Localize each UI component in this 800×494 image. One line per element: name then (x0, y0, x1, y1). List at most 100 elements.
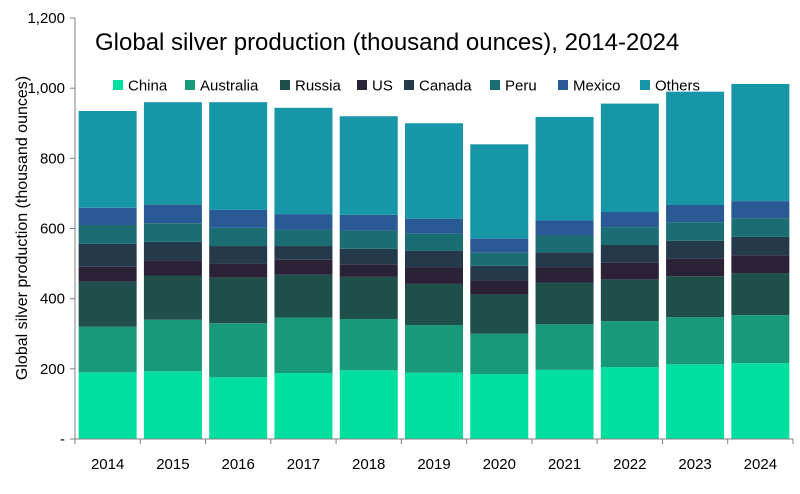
bar-segment-mexico-2021 (535, 220, 594, 236)
bar-segment-peru-2018 (339, 230, 398, 249)
bar-segment-canada-2018 (339, 248, 398, 265)
bar-segment-peru-2022 (600, 227, 659, 245)
x-tick-label: 2019 (417, 456, 450, 473)
bar-segment-mexico-2018 (339, 214, 398, 231)
legend-label-china: China (128, 78, 168, 95)
bar-segment-russia-2021 (535, 282, 594, 325)
bar-segment-peru-2020 (470, 252, 529, 266)
bar-segment-canada-2020 (470, 265, 529, 281)
legend-swatch-china (113, 80, 123, 90)
legend-label-russia: Russia (295, 78, 342, 95)
bar-segment-china-2021 (535, 369, 594, 439)
bars-layer (78, 83, 790, 439)
x-tick-label: 2024 (744, 456, 777, 473)
bar-segment-mexico-2019 (405, 218, 463, 234)
bar-segment-china-2023 (666, 364, 725, 439)
bar-segment-russia-2019 (405, 283, 463, 325)
x-tick-label: 2015 (156, 456, 189, 473)
bar-segment-others-2023 (666, 91, 725, 205)
bar-segment-canada-2022 (600, 244, 659, 263)
bar-segment-china-2024 (731, 363, 790, 439)
legend-swatch-australia (185, 80, 195, 90)
bar-segment-peru-2016 (209, 227, 268, 247)
legend-swatch-us (357, 80, 367, 90)
bar-segment-russia-2022 (600, 279, 659, 322)
bar-segment-china-2020 (470, 374, 529, 439)
bar-segment-us-2015 (143, 260, 202, 276)
y-axis-title: Global silver production (thousand ounce… (14, 76, 31, 380)
x-tick-label: 2023 (678, 456, 711, 473)
legend-swatch-canada (404, 80, 414, 90)
bar-segment-us-2020 (470, 280, 529, 295)
legend-label-others: Others (655, 78, 700, 95)
bar-segment-canada-2014 (78, 243, 137, 267)
legend-swatch-russia (280, 80, 290, 90)
x-tick-label: 2021 (548, 456, 581, 473)
x-tick-label: 2020 (483, 456, 516, 473)
bar-segment-canada-2016 (209, 246, 268, 264)
bar-segment-canada-2015 (143, 241, 202, 261)
bar-segment-russia-2023 (666, 276, 725, 318)
legend-swatch-peru (490, 80, 500, 90)
y-tick-label: 800 (40, 150, 65, 167)
y-tick-label: 200 (40, 361, 65, 378)
bar-segment-others-2017 (274, 107, 333, 215)
bar-segment-others-2022 (600, 103, 659, 213)
bar-segment-australia-2018 (339, 319, 398, 371)
bar-segment-russia-2017 (274, 274, 333, 318)
bar-segment-mexico-2016 (209, 209, 268, 228)
y-tick-label: - (60, 431, 65, 448)
legend-swatch-others (640, 80, 650, 90)
bar-segment-peru-2023 (666, 222, 725, 241)
bar-segment-australia-2024 (731, 315, 790, 364)
axes-layer: - 200 400 600 800 1,000 1,200 2014 2015 2016 2017 2… (27, 10, 794, 473)
legend-label-peru: Peru (505, 78, 537, 95)
bar-segment-mexico-2017 (274, 214, 333, 230)
bar-segment-mexico-2022 (600, 212, 659, 228)
bar-segment-others-2018 (339, 116, 398, 215)
bar-segment-us-2014 (78, 266, 137, 282)
bar-segment-mexico-2023 (666, 204, 725, 223)
x-tick-label: 2016 (221, 456, 254, 473)
bar-segment-australia-2021 (535, 324, 594, 370)
y-tick-label: 400 (40, 291, 65, 308)
bar-segment-others-2021 (535, 116, 594, 221)
bar-segment-peru-2024 (731, 218, 790, 237)
bar-segment-us-2018 (339, 264, 398, 277)
bar-segment-others-2020 (470, 144, 529, 239)
bar-segment-others-2014 (78, 110, 137, 208)
bar-segment-peru-2015 (143, 223, 202, 242)
bar-segment-australia-2017 (274, 317, 333, 374)
bar-segment-china-2015 (143, 371, 202, 439)
bar-segment-australia-2014 (78, 326, 137, 373)
bar-segment-australia-2022 (600, 321, 659, 368)
bar-segment-russia-2024 (731, 273, 790, 316)
bar-segment-mexico-2020 (470, 238, 529, 253)
bar-segment-china-2014 (78, 372, 137, 439)
legend: China Australia Russia US Canada Peru Mexico Ot… (113, 78, 700, 95)
bar-segment-russia-2020 (470, 294, 529, 334)
bar-segment-china-2017 (274, 373, 333, 439)
bar-segment-australia-2023 (666, 317, 725, 365)
bar-segment-russia-2015 (143, 275, 202, 320)
bar-segment-china-2016 (209, 377, 268, 439)
legend-label-australia: Australia (200, 78, 259, 95)
bar-segment-peru-2019 (405, 233, 463, 251)
legend-label-us: US (372, 78, 393, 95)
bar-segment-australia-2020 (470, 333, 529, 375)
legend-label-mexico: Mexico (573, 78, 621, 95)
bar-segment-canada-2023 (666, 240, 725, 259)
legend-label-canada: Canada (419, 78, 472, 95)
y-tick-label: 1,000 (27, 80, 65, 97)
bar-segment-us-2019 (405, 267, 463, 284)
bar-segment-us-2017 (274, 259, 333, 275)
bar-segment-canada-2019 (405, 250, 463, 268)
bar-segment-china-2022 (600, 367, 659, 439)
bar-segment-mexico-2024 (731, 201, 790, 219)
bar-segment-mexico-2015 (143, 204, 202, 224)
legend-swatch-mexico (558, 80, 568, 90)
x-tick-label: 2022 (613, 456, 646, 473)
bar-segment-russia-2018 (339, 276, 398, 320)
